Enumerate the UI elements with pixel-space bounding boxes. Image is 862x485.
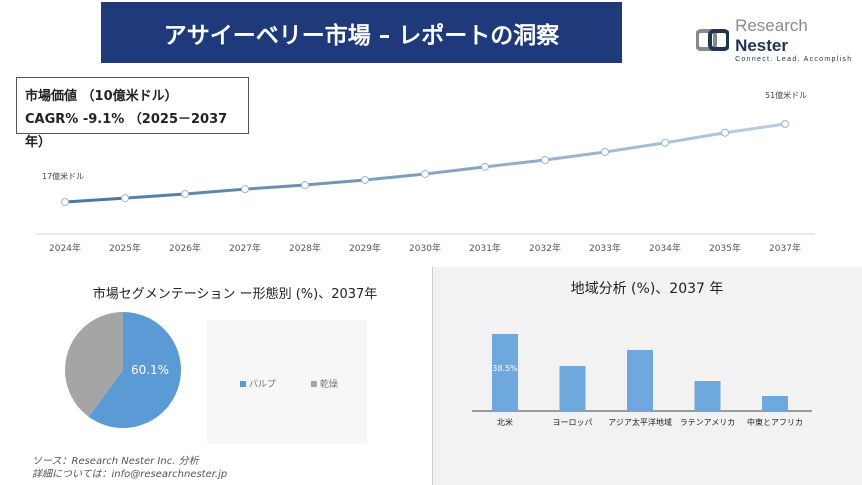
first-value-label: 17億米ドル: [42, 171, 84, 181]
line-segment: [364, 172, 426, 182]
x-tick-label: 2034年: [649, 242, 681, 254]
logo-text-b: Nester: [735, 36, 788, 55]
legend-pulp: パルプ: [248, 380, 276, 390]
logo-tagline: Connect. Lead. Accomplish: [735, 56, 853, 63]
line-segment: [304, 178, 366, 187]
logo-icon: [696, 28, 730, 51]
data-point: [121, 194, 129, 203]
bar: [694, 381, 721, 411]
cagr-label: CAGR% -9.1% （2025－2037年）: [25, 112, 228, 150]
market-value-label: 市場価値 （10億米ドル）: [25, 89, 178, 104]
logo: Research Nester Connect. Lead. Accomplis…: [696, 16, 862, 63]
x-tick-label: ヨーロッパ: [553, 418, 593, 427]
bar-title: 地域分析 (%)、2037 年: [570, 281, 724, 297]
line-segment: [664, 131, 726, 145]
report-title: アサイーベリー市場 – レポートの洞察: [163, 22, 560, 49]
legend-swatch-dried: [311, 381, 317, 387]
x-tick-label: 2029年: [349, 242, 381, 254]
data-point: [361, 175, 369, 184]
x-tick-label: アジア太平洋地域: [608, 417, 672, 427]
data-point: [481, 162, 489, 171]
x-tick-label: ラテンアメリカ: [680, 418, 736, 427]
logo-text-a: Research: [735, 16, 808, 35]
bar-data-label: 38.5%: [492, 364, 518, 373]
line-segment: [604, 141, 666, 154]
line-segment: [484, 158, 546, 169]
source-text: ソース：Research Nester Inc. 分析: [32, 456, 199, 467]
line-segment: [424, 165, 486, 176]
x-tick-label: 中東とアフリカ: [747, 417, 803, 427]
data-point: [61, 198, 69, 206]
x-tick-label: 2037年: [769, 242, 801, 254]
x-tick-label: 2031年: [469, 242, 501, 254]
bar: [762, 396, 788, 411]
data-point: [241, 185, 249, 194]
data-point: [601, 147, 609, 156]
pie-slice: [65, 312, 123, 417]
line-segment: [124, 192, 186, 200]
bar: [559, 366, 586, 411]
x-tick-label: 2026年: [169, 242, 201, 254]
data-point: [421, 170, 429, 179]
x-tick-label: 2027年: [229, 242, 261, 254]
x-tick-label: 2028年: [289, 242, 321, 254]
legend-swatch-pulp: [240, 381, 246, 387]
bar: [492, 334, 518, 411]
x-tick-label: 2032年: [529, 242, 561, 254]
data-point: [181, 189, 189, 198]
pie-slice: [88, 312, 182, 428]
pie-legend: パルプ 乾燥: [207, 320, 367, 444]
data-point: [781, 120, 789, 128]
data-point: [721, 128, 729, 137]
data-point: [661, 138, 669, 147]
pie-data-label: 60.1%: [131, 363, 169, 377]
contact-text: 詳細については：info@researchnester.jp: [32, 469, 228, 480]
source-note: ソース：Research Nester Inc. 分析 詳細については：info…: [32, 455, 227, 481]
bar: [627, 350, 653, 411]
bar-chart: 北米 38.5% ヨーロッパ アジア太平洋地域 ラテンアメリカ 中東とアフリカ: [472, 334, 812, 427]
line-segment: [724, 122, 786, 135]
data-point: [541, 156, 549, 165]
x-tick-label: 2025年: [109, 242, 141, 254]
x-tick-label: 2024年: [49, 242, 81, 254]
market-info-box: 市場価値 （10億米ドル） CAGR% -9.1% （2025－2037年）: [16, 77, 249, 150]
report-title-banner: アサイーベリー市場 – レポートの洞察: [101, 2, 622, 63]
data-point: [301, 181, 309, 190]
x-tick-label: 2035年: [709, 242, 741, 254]
pie-title: 市場セグメンテーション ー形態別 (%)、2037年: [92, 287, 378, 302]
x-tick-label: 2033年: [589, 242, 621, 254]
x-tick-label: 北米: [497, 417, 513, 427]
line-segment: [544, 150, 606, 162]
x-tick-label: 2030年: [409, 242, 441, 254]
pie-chart: 60.1%: [65, 312, 182, 428]
legend-dried: 乾燥: [319, 380, 338, 390]
line-segment: [184, 187, 246, 196]
line-chart: 2024年 2025年 2026年 2027年 2028年 2029年 2030年 2031年…: [35, 90, 815, 254]
last-value-label: 51億米ドル: [765, 90, 807, 100]
line-segment: [244, 183, 306, 191]
line-segment: [64, 196, 126, 204]
